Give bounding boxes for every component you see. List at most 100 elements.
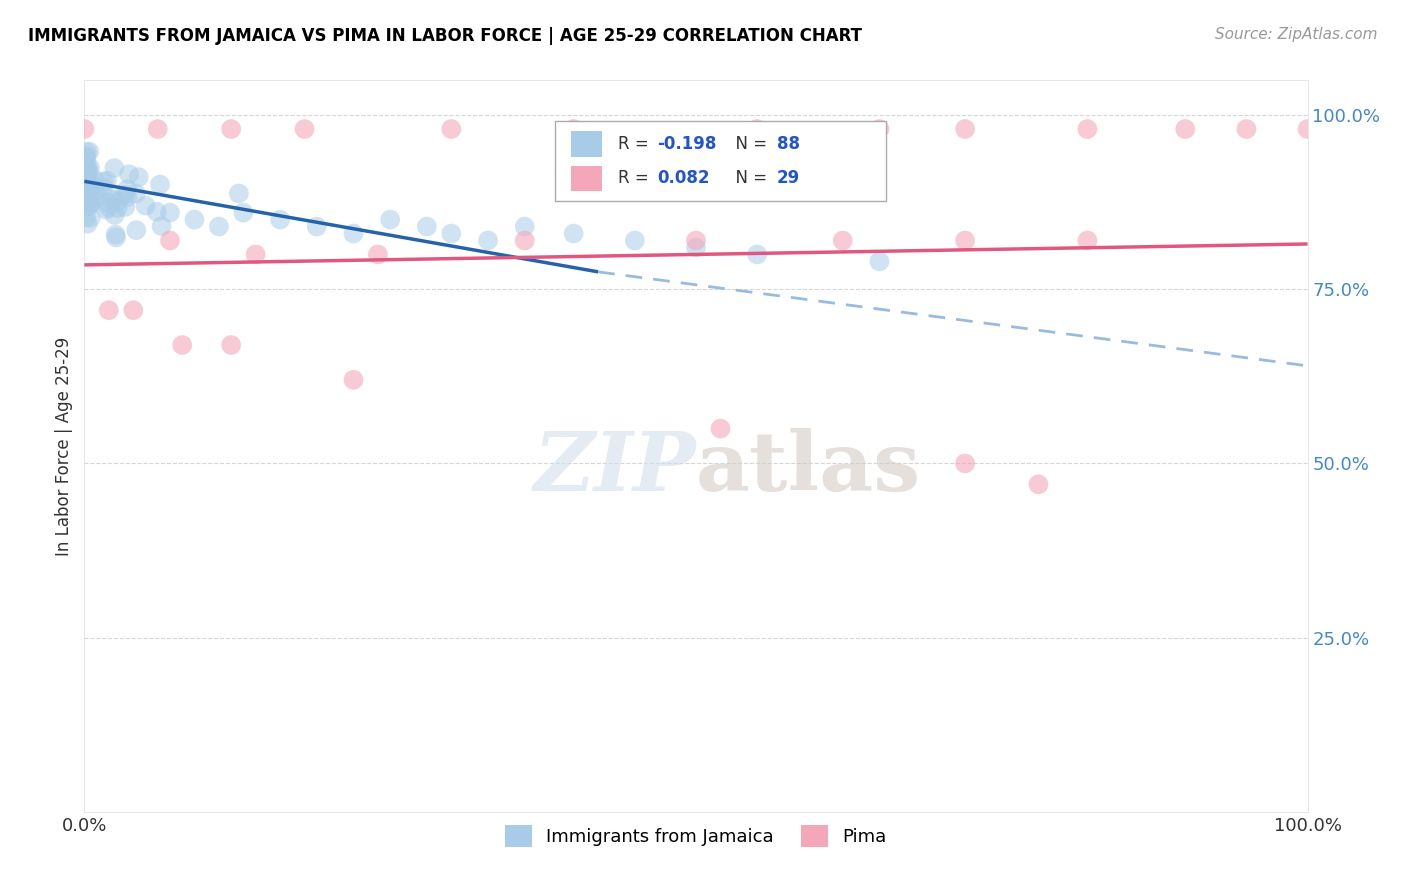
- Point: [219, 122, 242, 136]
- Point: [100, 192, 122, 206]
- Point: [75, 181, 97, 195]
- Point: [76, 194, 98, 209]
- Point: [685, 234, 707, 248]
- Point: [76, 169, 98, 183]
- Point: [107, 201, 129, 215]
- Point: [76, 176, 98, 190]
- Point: [747, 247, 769, 261]
- Point: [245, 247, 267, 261]
- Bar: [571, 166, 602, 192]
- Point: [79, 196, 101, 211]
- Point: [562, 122, 585, 136]
- Point: [76, 168, 98, 182]
- Point: [77, 192, 100, 206]
- Point: [75, 210, 97, 224]
- Point: [76, 177, 98, 191]
- Point: [77, 145, 100, 159]
- Point: [183, 212, 205, 227]
- Point: [104, 193, 127, 207]
- Point: [367, 247, 389, 261]
- Point: [118, 167, 141, 181]
- Point: [219, 338, 242, 352]
- Point: [97, 303, 120, 318]
- Point: [75, 150, 97, 164]
- Point: [1076, 234, 1098, 248]
- Point: [513, 219, 536, 234]
- Point: [562, 227, 585, 241]
- Text: 0.082: 0.082: [657, 169, 709, 187]
- Text: 88: 88: [776, 135, 800, 153]
- Point: [1076, 122, 1098, 136]
- Text: N =: N =: [725, 135, 773, 153]
- Point: [97, 195, 120, 210]
- Point: [104, 208, 127, 222]
- Point: [117, 190, 139, 204]
- Text: -0.198: -0.198: [657, 135, 716, 153]
- Point: [77, 175, 100, 189]
- Point: [76, 163, 98, 178]
- Point: [77, 182, 100, 196]
- Point: [747, 122, 769, 136]
- Point: [79, 197, 101, 211]
- FancyBboxPatch shape: [555, 120, 886, 201]
- Bar: [571, 131, 602, 157]
- Point: [232, 205, 254, 219]
- Point: [709, 421, 731, 435]
- Point: [73, 186, 96, 200]
- Text: IMMIGRANTS FROM JAMAICA VS PIMA IN LABOR FORCE | AGE 25-29 CORRELATION CHART: IMMIGRANTS FROM JAMAICA VS PIMA IN LABOR…: [28, 27, 862, 45]
- Point: [624, 234, 647, 248]
- Point: [294, 122, 316, 136]
- Text: Source: ZipAtlas.com: Source: ZipAtlas.com: [1215, 27, 1378, 42]
- Text: R =: R =: [617, 135, 654, 153]
- Text: 29: 29: [776, 169, 800, 187]
- Point: [208, 219, 231, 234]
- Point: [91, 181, 114, 195]
- Point: [416, 219, 439, 234]
- Point: [107, 194, 129, 209]
- Point: [103, 161, 125, 175]
- Point: [953, 457, 976, 471]
- Point: [105, 230, 128, 244]
- Text: N =: N =: [725, 169, 773, 187]
- Point: [513, 234, 536, 248]
- Point: [1236, 122, 1258, 136]
- Point: [114, 187, 136, 202]
- Point: [76, 186, 98, 200]
- Point: [79, 161, 101, 175]
- Legend: Immigrants from Jamaica, Pima: Immigrants from Jamaica, Pima: [498, 817, 894, 854]
- Point: [104, 227, 127, 242]
- Point: [80, 179, 103, 194]
- Point: [75, 159, 97, 173]
- Point: [342, 227, 364, 241]
- Point: [117, 182, 139, 196]
- Point: [73, 184, 96, 198]
- Point: [122, 303, 145, 318]
- Point: [342, 373, 364, 387]
- Point: [228, 186, 250, 201]
- Point: [75, 160, 97, 174]
- Point: [440, 122, 463, 136]
- Text: ZIP: ZIP: [533, 428, 696, 508]
- Point: [150, 219, 173, 233]
- Text: R =: R =: [617, 169, 654, 187]
- Point: [125, 186, 148, 201]
- Point: [75, 149, 97, 163]
- Point: [93, 175, 115, 189]
- Point: [831, 234, 853, 248]
- Point: [76, 145, 98, 160]
- Point: [79, 194, 101, 208]
- Text: atlas: atlas: [696, 428, 921, 508]
- Point: [80, 211, 103, 225]
- Point: [869, 122, 891, 136]
- Point: [146, 122, 169, 136]
- Point: [125, 223, 148, 237]
- Point: [77, 165, 100, 179]
- Point: [76, 161, 98, 175]
- Point: [83, 185, 105, 199]
- Point: [305, 219, 328, 234]
- Point: [77, 173, 100, 187]
- Point: [128, 170, 150, 185]
- Point: [73, 122, 96, 136]
- Point: [76, 172, 98, 186]
- Point: [1028, 477, 1050, 491]
